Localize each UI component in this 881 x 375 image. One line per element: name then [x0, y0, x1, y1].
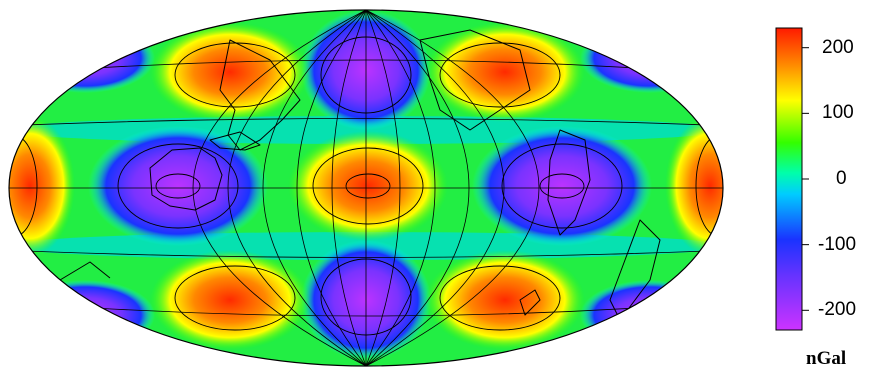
meridian-w60	[296, 10, 367, 366]
meridian-e30	[365, 10, 401, 366]
meridian-e150	[365, 10, 540, 366]
warm-edge-right	[665, 116, 723, 256]
coast-north-america	[419, 29, 531, 131]
meridian-e90	[365, 10, 470, 366]
colorbar-unit-label: nGal	[806, 348, 847, 369]
colorbar-tick-label: 200	[822, 36, 854, 58]
contour-right-inner	[539, 173, 585, 199]
warm-bottom-left	[150, 250, 310, 350]
warm-bottom-right	[425, 250, 585, 350]
graticule	[9, 10, 723, 366]
colorbar	[775, 27, 803, 331]
map-body	[9, 10, 723, 366]
colorbar-tick-label: -100	[818, 233, 857, 255]
meridian-w150	[192, 10, 367, 366]
contour-bottom-left	[174, 265, 296, 331]
meridian-w30	[331, 10, 367, 366]
coast-australia	[149, 147, 223, 211]
contour-top-right	[439, 42, 561, 108]
colorbar-tick-label: 100	[822, 102, 854, 124]
map-border	[8, 9, 724, 367]
warm-top-left	[150, 22, 310, 122]
contour-left	[117, 143, 239, 229]
coast-asia	[219, 39, 301, 151]
cool-bottom-far-right	[580, 280, 720, 350]
cool-top-far-right	[580, 23, 720, 93]
coast-indonesia	[209, 131, 261, 151]
contour-left-inner	[155, 173, 201, 199]
colorbar-tick-label: 0	[836, 168, 847, 189]
warm-center	[288, 131, 448, 241]
colorbar-tick-label: -200	[818, 299, 857, 321]
contour-bottom-right	[439, 265, 561, 331]
coast-africa	[547, 129, 591, 236]
contour-center	[312, 147, 424, 225]
cool-bottom-far-left	[15, 280, 155, 350]
meridian-w90	[262, 10, 367, 366]
cool-top-far-left	[15, 23, 155, 93]
meridian-w120	[227, 10, 367, 366]
colorbar-ticks	[802, 47, 809, 311]
coast-new-zealand	[519, 289, 541, 316]
meridian-e60	[365, 10, 436, 366]
meridian-e120	[365, 10, 505, 366]
cool-center-left	[88, 126, 268, 246]
warm-edge-left	[9, 116, 75, 256]
contour-right	[501, 143, 623, 229]
coast-antarctic-left	[59, 261, 111, 281]
warm-top-right	[425, 22, 585, 122]
contour-center-inner	[345, 173, 391, 199]
cool-center-right	[472, 126, 652, 246]
